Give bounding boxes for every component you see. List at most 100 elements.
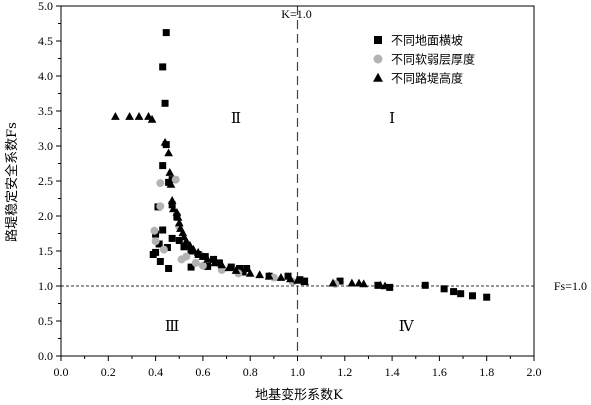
data-point — [359, 279, 369, 288]
x-tick-label: 1.4 — [385, 365, 400, 379]
data-point — [111, 112, 120, 120]
data-point — [457, 290, 465, 298]
y-tick-label: 3.5 — [38, 104, 53, 118]
data-point — [125, 112, 134, 120]
data-point — [173, 212, 183, 221]
data-point — [336, 277, 344, 285]
data-point — [217, 260, 227, 269]
legend-marker-triangle — [373, 72, 383, 82]
reference-label-k: K=1.0 — [281, 7, 311, 21]
data-point — [227, 263, 235, 271]
data-point — [210, 255, 218, 263]
data-point — [450, 288, 458, 296]
y-tick-label: 2.5 — [38, 174, 53, 188]
x-tick-label: 0.6 — [195, 365, 210, 379]
data-point — [284, 272, 292, 280]
data-point — [150, 226, 159, 235]
data-point — [156, 179, 165, 188]
data-point — [440, 285, 448, 293]
data-point — [156, 258, 164, 265]
data-point — [215, 259, 223, 267]
data-point — [163, 244, 171, 251]
data-point — [300, 277, 309, 286]
series-triangle — [111, 112, 390, 290]
data-point — [151, 237, 160, 246]
data-point — [193, 247, 203, 256]
data-point — [164, 148, 173, 157]
data-point — [156, 202, 165, 211]
y-tick-label: 0.0 — [38, 349, 53, 363]
data-point — [185, 240, 195, 249]
x-tick-label: 2.0 — [527, 365, 542, 379]
data-point — [162, 29, 170, 37]
data-point — [286, 274, 295, 283]
region-label: Ⅰ — [389, 111, 395, 127]
data-point — [255, 270, 264, 279]
data-point — [175, 237, 183, 244]
data-point — [171, 175, 180, 184]
data-point — [161, 99, 169, 107]
region-label: Ⅳ — [399, 319, 415, 335]
x-axis-title: 地基变形系数K — [255, 387, 343, 403]
data-point — [469, 292, 477, 300]
data-point — [421, 281, 429, 289]
data-point — [231, 266, 241, 274]
x-tick-label: 0.2 — [101, 365, 116, 379]
data-point — [296, 276, 304, 284]
data-point — [224, 263, 234, 272]
data-point — [168, 204, 178, 213]
x-tick-label: 1.8 — [479, 365, 494, 379]
data-point — [236, 265, 244, 272]
data-point — [159, 226, 167, 234]
y-tick-label: 5.0 — [38, 0, 53, 13]
data-point — [180, 243, 188, 251]
x-tick-label: 0.8 — [243, 365, 258, 379]
data-point — [210, 258, 220, 267]
data-point — [159, 63, 167, 71]
data-point — [147, 114, 157, 123]
y-tick-label: 4.0 — [38, 69, 53, 83]
data-point — [198, 261, 207, 270]
x-tick-label: 1.0 — [290, 365, 305, 379]
data-point — [159, 245, 168, 254]
data-point — [134, 112, 144, 120]
data-point — [245, 268, 255, 277]
data-point — [155, 240, 163, 248]
legend-marker-square — [374, 36, 382, 44]
y-tick-label: 0.5 — [38, 314, 53, 328]
legend-marker-circle — [373, 54, 383, 64]
data-point — [167, 196, 177, 204]
y-tick-label: 1.5 — [38, 244, 53, 258]
data-point — [239, 268, 247, 276]
legend-label: 不同地面横坡 — [391, 34, 463, 48]
data-point — [483, 293, 491, 301]
data-point — [293, 275, 302, 284]
data-point — [328, 278, 338, 287]
data-point — [160, 137, 170, 146]
region-label: Ⅲ — [165, 319, 179, 335]
data-point — [243, 265, 251, 272]
y-tick-label: 4.5 — [38, 34, 53, 48]
x-tick-label: 1.2 — [337, 365, 352, 379]
data-point — [198, 252, 208, 260]
data-point — [172, 207, 182, 216]
x-tick-label: 1.6 — [432, 365, 447, 379]
y-tick-label: 3.0 — [38, 139, 53, 153]
data-point — [182, 236, 191, 245]
y-axis-title: 路堤稳定安全系数Fs — [4, 122, 20, 242]
data-point — [149, 251, 157, 258]
data-point — [187, 263, 195, 271]
y-tick-label: 1.0 — [38, 279, 53, 293]
series-square — [149, 29, 491, 301]
data-point — [347, 278, 357, 287]
data-point — [168, 201, 176, 209]
data-point — [168, 234, 176, 242]
data-point — [276, 273, 286, 281]
data-point — [380, 281, 390, 290]
data-point — [178, 228, 188, 237]
data-point — [264, 271, 274, 280]
x-tick-label: 0.0 — [54, 365, 69, 379]
legend-label: 不同软弱层厚度 — [391, 52, 475, 67]
data-point — [166, 179, 176, 188]
